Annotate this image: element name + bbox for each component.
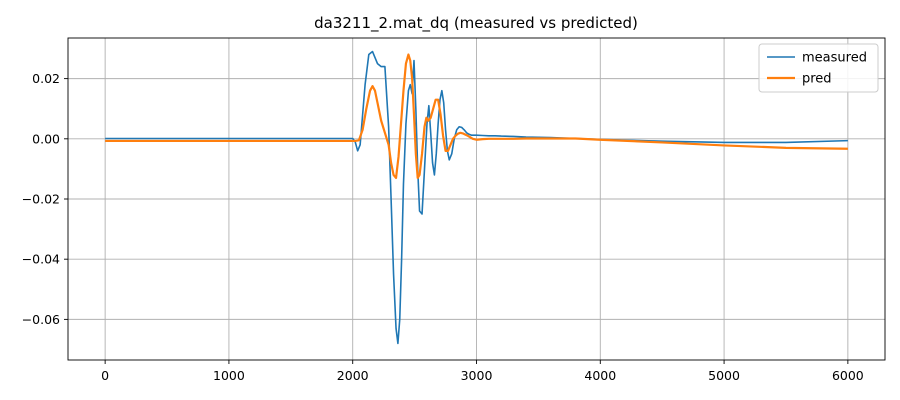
chart-title: da3211_2.mat_dq (measured vs predicted): [314, 14, 638, 33]
legend: measured pred: [758, 43, 879, 93]
x-tick-label: 4000: [584, 368, 616, 383]
x-tick-label: 5000: [708, 368, 740, 383]
x-tick-label: 0: [101, 368, 109, 383]
y-axis: 0.02 0.00 −0.02 −0.04 −0.06: [22, 71, 68, 327]
legend-box: [758, 43, 879, 93]
series-line-measured: [105, 50, 848, 345]
y-tick-label: 0.02: [32, 71, 60, 86]
legend-label-pred: pred: [802, 72, 832, 87]
plot-series: [105, 50, 848, 345]
x-tick-label: 1000: [213, 368, 245, 383]
legend-label-measured: measured: [802, 51, 867, 66]
y-tick-label: −0.04: [22, 252, 60, 267]
x-axis: 0 1000 2000 3000 4000 5000 6000: [101, 360, 864, 383]
x-tick-label: 6000: [832, 368, 864, 383]
series-line-pred: [105, 53, 848, 180]
y-tick-label: 0.00: [32, 131, 60, 146]
y-tick-label: −0.02: [22, 192, 60, 207]
x-tick-label: 3000: [461, 368, 493, 383]
y-tick-label: −0.06: [22, 312, 60, 327]
x-tick-label: 2000: [337, 368, 369, 383]
